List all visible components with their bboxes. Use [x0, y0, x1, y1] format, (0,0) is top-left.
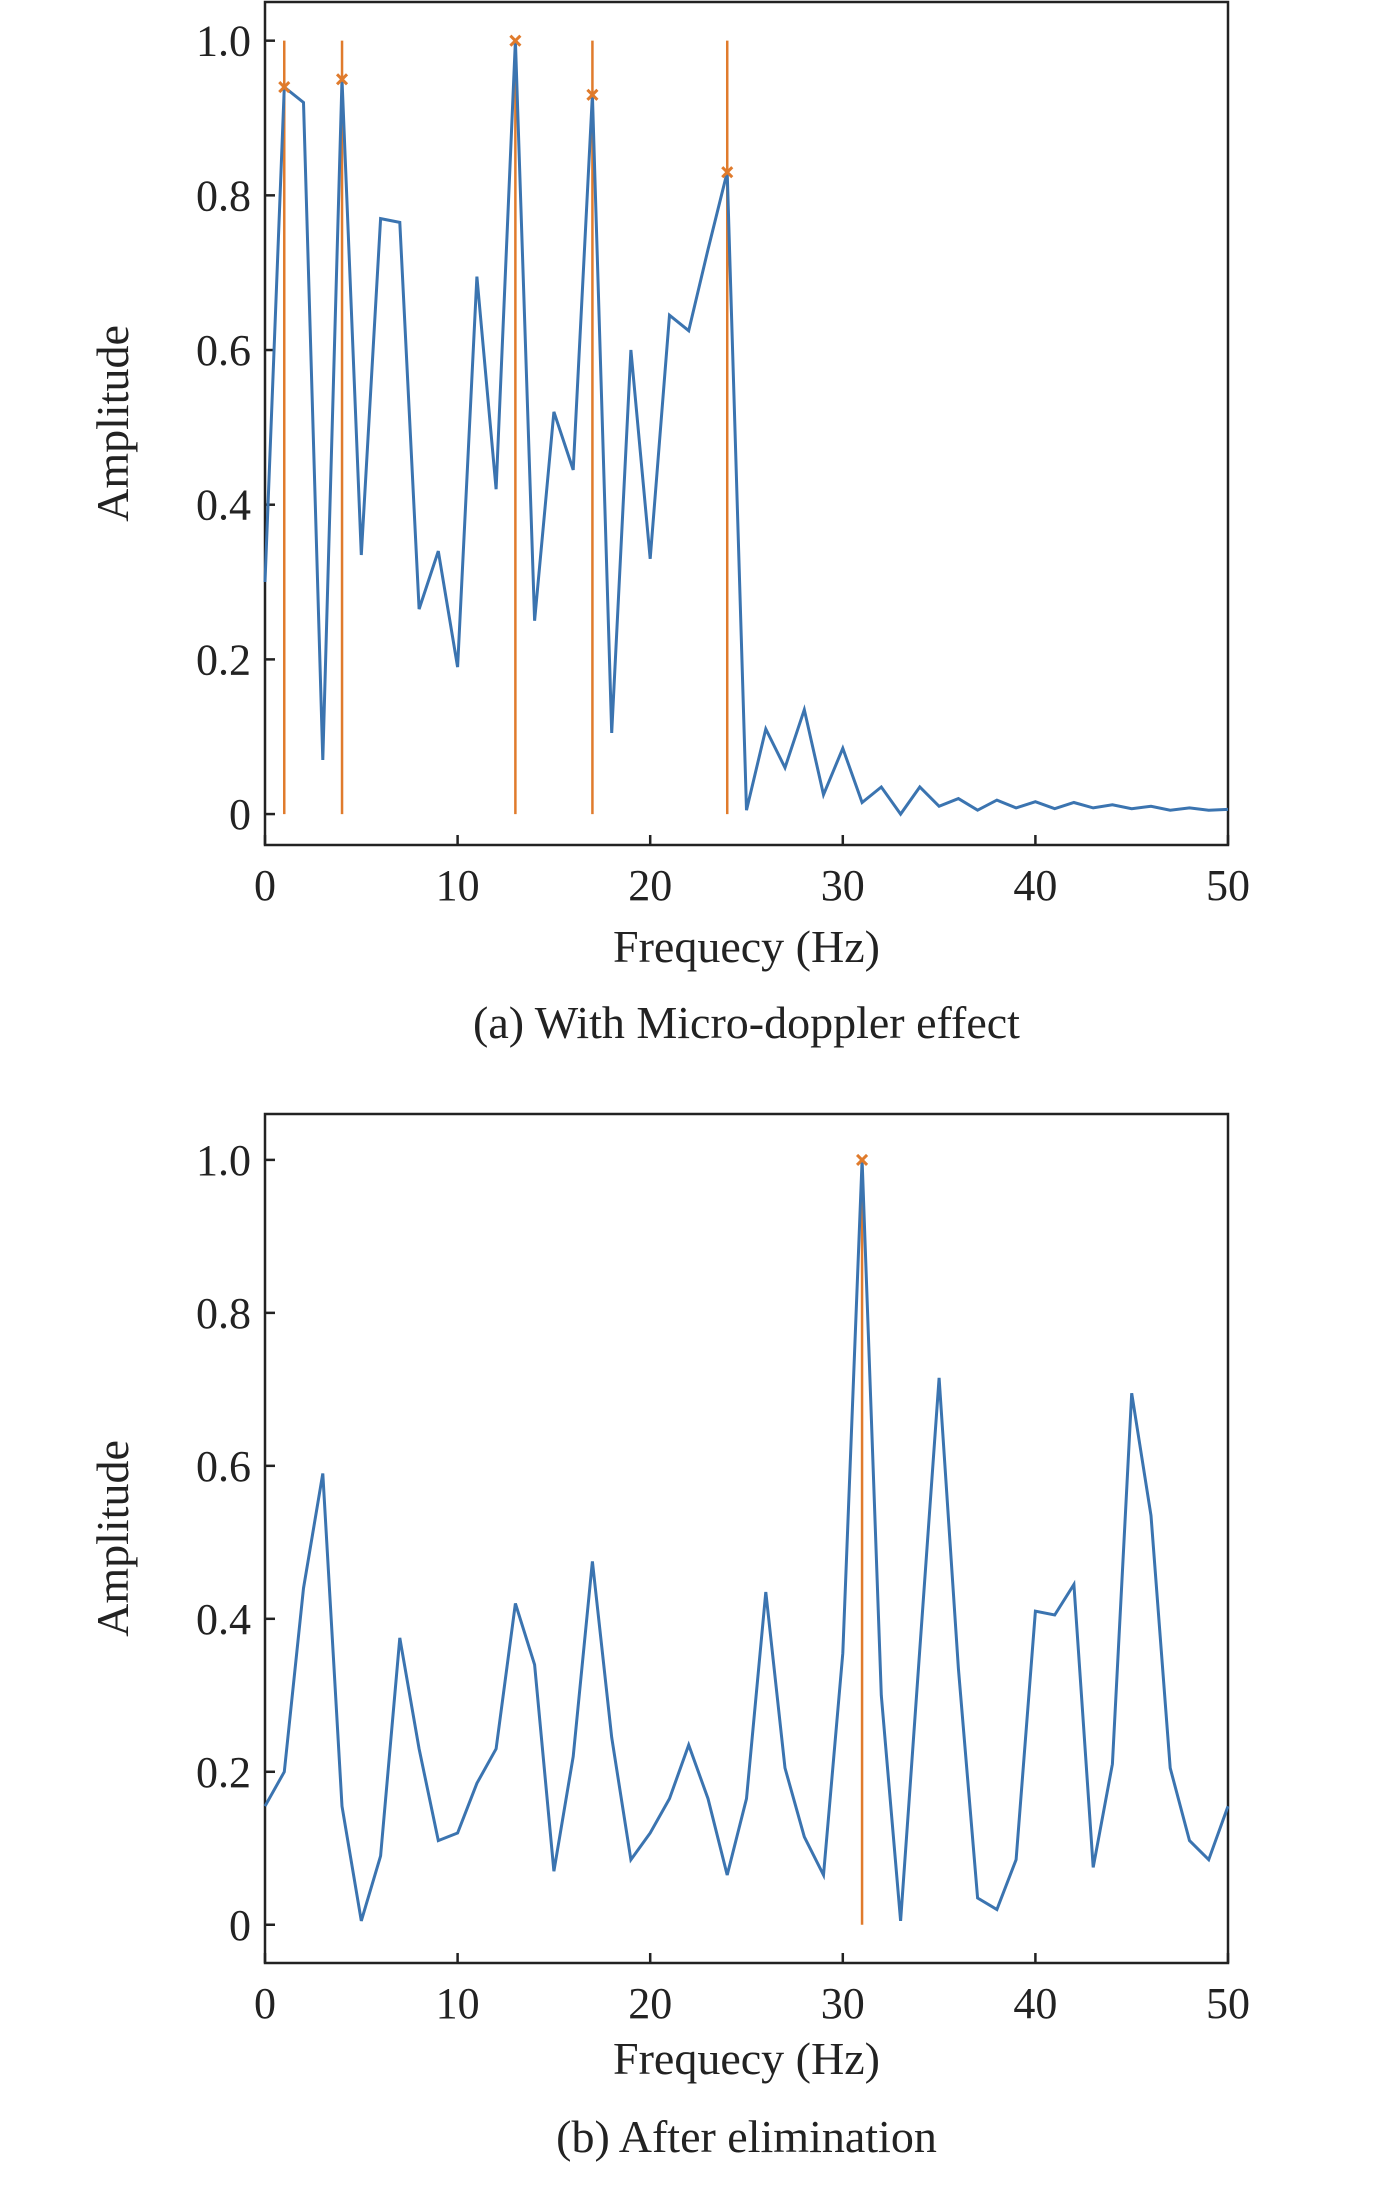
x-tick-label: 50 — [1206, 1979, 1250, 2028]
y-tick-label: 0.6 — [196, 1442, 251, 1491]
y-tick-label: 0.8 — [196, 1289, 251, 1338]
y-tick-label: 0 — [229, 1901, 251, 1950]
peak-marker-stroke — [855, 1153, 869, 1166]
signal-series-line — [263, 40, 1229, 817]
peak-marker-stroke — [721, 166, 734, 179]
chart-panel-a: 0 0.2 0.4 0.6 0.8 1.0 0 10 20 30 40 50 Frequecy (Hz)… — [87, 0, 1250, 1048]
peak-marker-stroke — [335, 73, 349, 86]
peak-marker — [278, 81, 291, 94]
y-tick-label: 0.2 — [196, 635, 251, 684]
x-tick-label: 20 — [628, 1979, 672, 2028]
peak-marker-stroke — [278, 81, 291, 94]
y-tick-label: 0.2 — [196, 1748, 251, 1797]
peak-marker-stroke — [586, 88, 599, 101]
x-tick-label: 50 — [1206, 861, 1250, 910]
figure-caption: (b) After elimination — [556, 2111, 937, 2162]
peak-marker — [335, 73, 349, 86]
y-axis-label: Amplitude — [87, 325, 138, 522]
y-tick-label: 0 — [229, 790, 251, 839]
peak-marker — [509, 34, 522, 47]
peak-marker-stroke — [509, 34, 522, 47]
x-tick-label: 30 — [821, 861, 865, 910]
y-tick-label: 1.0 — [196, 17, 251, 66]
signal-series-line — [263, 1159, 1230, 1922]
x-tick-label: 0 — [254, 1979, 276, 2028]
peak-marker — [586, 88, 599, 101]
y-tick-label: 1.0 — [196, 1136, 251, 1185]
x-tick-label: 10 — [436, 1979, 480, 2028]
plot-frame — [263, 0, 1230, 847]
x-axis-label: Frequecy (Hz) — [613, 2033, 880, 2084]
x-tick-label: 10 — [436, 861, 480, 910]
x-tick-label: 20 — [628, 861, 672, 910]
y-tick-label: 0.6 — [196, 326, 251, 375]
figure-caption: (a) With Micro-doppler effect — [473, 997, 1020, 1048]
y-tick-label: 0.4 — [196, 1595, 251, 1644]
peak-marker — [855, 1153, 869, 1166]
y-axis-label: Amplitude — [87, 1440, 138, 1637]
x-tick-label: 40 — [1013, 1979, 1057, 2028]
x-tick-label: 0 — [254, 861, 276, 910]
chart-panel-b: 0 0.2 0.4 0.6 0.8 1.0 0 10 20 30 40 50 Frequecy (Hz)… — [87, 1112, 1250, 2162]
y-tick-label: 0.4 — [196, 481, 251, 530]
x-tick-label: 30 — [821, 1979, 865, 2028]
x-tick-label: 40 — [1013, 861, 1057, 910]
peak-marker — [721, 166, 734, 179]
x-axis-label: Frequecy (Hz) — [613, 921, 880, 972]
plot-frame — [263, 1112, 1230, 1965]
y-tick-label: 0.8 — [196, 171, 251, 220]
